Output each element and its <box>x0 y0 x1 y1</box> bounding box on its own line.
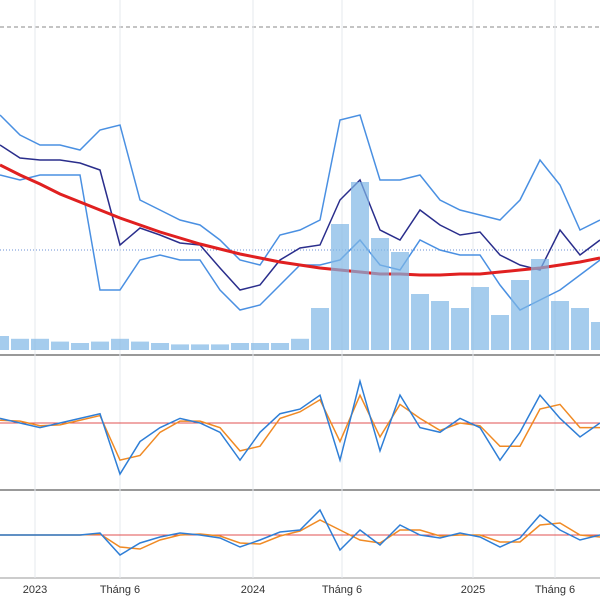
volume-bar <box>311 308 329 350</box>
series-line <box>0 508 600 556</box>
volume-bar <box>231 343 249 350</box>
volume-bar <box>331 224 349 350</box>
volume-bar <box>391 252 409 350</box>
volume-bar <box>91 341 109 350</box>
volume-bar <box>491 315 509 350</box>
volume-bar <box>11 338 29 350</box>
volume-bar <box>191 344 209 350</box>
volume-bar <box>571 308 589 350</box>
series-line <box>0 163 600 277</box>
series-line <box>0 393 600 462</box>
volume-bar <box>31 338 49 350</box>
x-tick-label: 2024 <box>241 584 265 596</box>
series-line <box>0 174 600 311</box>
volume-bar <box>51 341 69 350</box>
series-line <box>0 378 600 476</box>
volume-bar <box>411 294 429 350</box>
volume-bar <box>451 308 469 350</box>
series-line <box>0 114 600 266</box>
volume-bar <box>111 338 129 350</box>
volume-bar <box>151 343 169 350</box>
x-tick-label: Tháng 6 <box>100 584 140 596</box>
volume-bar <box>471 287 489 350</box>
volume-bar <box>271 343 289 350</box>
x-tick-label: Tháng 6 <box>535 584 575 596</box>
volume-bar <box>351 182 369 350</box>
volume-bar <box>551 301 569 350</box>
volume-bar <box>171 344 189 350</box>
x-tick-label: Tháng 6 <box>322 584 362 596</box>
volume-bar <box>591 322 600 350</box>
volume-bar <box>71 343 89 350</box>
volume-bar <box>211 344 229 350</box>
x-tick-label: 2023 <box>23 584 47 596</box>
volume-bar <box>251 343 269 350</box>
volume-bar <box>431 301 449 350</box>
volume-bar <box>0 336 9 350</box>
volume-bar <box>291 338 309 350</box>
x-tick-label: 2025 <box>461 584 485 596</box>
volume-bar <box>511 280 529 350</box>
volume-bar <box>131 341 149 350</box>
volume-bar <box>371 238 389 350</box>
series-line <box>0 144 600 291</box>
volume-bar <box>531 259 549 350</box>
